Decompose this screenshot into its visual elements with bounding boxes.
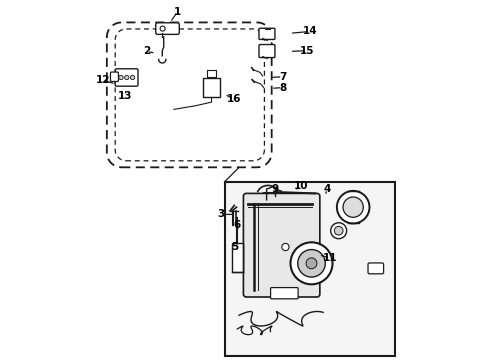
Circle shape: [290, 242, 332, 284]
FancyBboxPatch shape: [115, 69, 138, 86]
Circle shape: [330, 223, 346, 239]
FancyBboxPatch shape: [259, 28, 274, 40]
FancyBboxPatch shape: [259, 45, 274, 58]
Text: 7: 7: [278, 72, 285, 82]
FancyBboxPatch shape: [156, 23, 179, 35]
Text: 15: 15: [299, 46, 314, 56]
FancyBboxPatch shape: [367, 263, 383, 274]
FancyBboxPatch shape: [243, 193, 319, 297]
Text: 9: 9: [271, 184, 278, 194]
Text: 13: 13: [118, 91, 132, 100]
FancyBboxPatch shape: [203, 78, 220, 97]
Text: 5: 5: [231, 242, 238, 252]
Text: 10: 10: [293, 181, 307, 191]
Text: 12: 12: [96, 75, 110, 85]
Circle shape: [119, 75, 123, 80]
Text: 4: 4: [323, 184, 330, 194]
Circle shape: [336, 191, 369, 224]
Circle shape: [297, 249, 325, 277]
Circle shape: [334, 226, 342, 235]
Text: 2: 2: [143, 46, 150, 57]
Bar: [224, 182, 394, 356]
Text: 1: 1: [174, 6, 181, 17]
Text: 11: 11: [323, 253, 337, 263]
Text: 3: 3: [217, 210, 224, 219]
Text: 6: 6: [233, 220, 241, 230]
FancyBboxPatch shape: [270, 288, 298, 299]
Text: 8: 8: [278, 83, 285, 93]
Circle shape: [342, 197, 363, 217]
Circle shape: [281, 243, 288, 251]
FancyBboxPatch shape: [110, 72, 118, 81]
Text: 16: 16: [226, 94, 241, 104]
Circle shape: [130, 75, 135, 80]
Text: 14: 14: [302, 27, 316, 36]
FancyBboxPatch shape: [207, 70, 216, 77]
FancyBboxPatch shape: [231, 243, 243, 273]
Circle shape: [160, 26, 165, 31]
Circle shape: [124, 75, 129, 80]
Circle shape: [305, 258, 316, 269]
